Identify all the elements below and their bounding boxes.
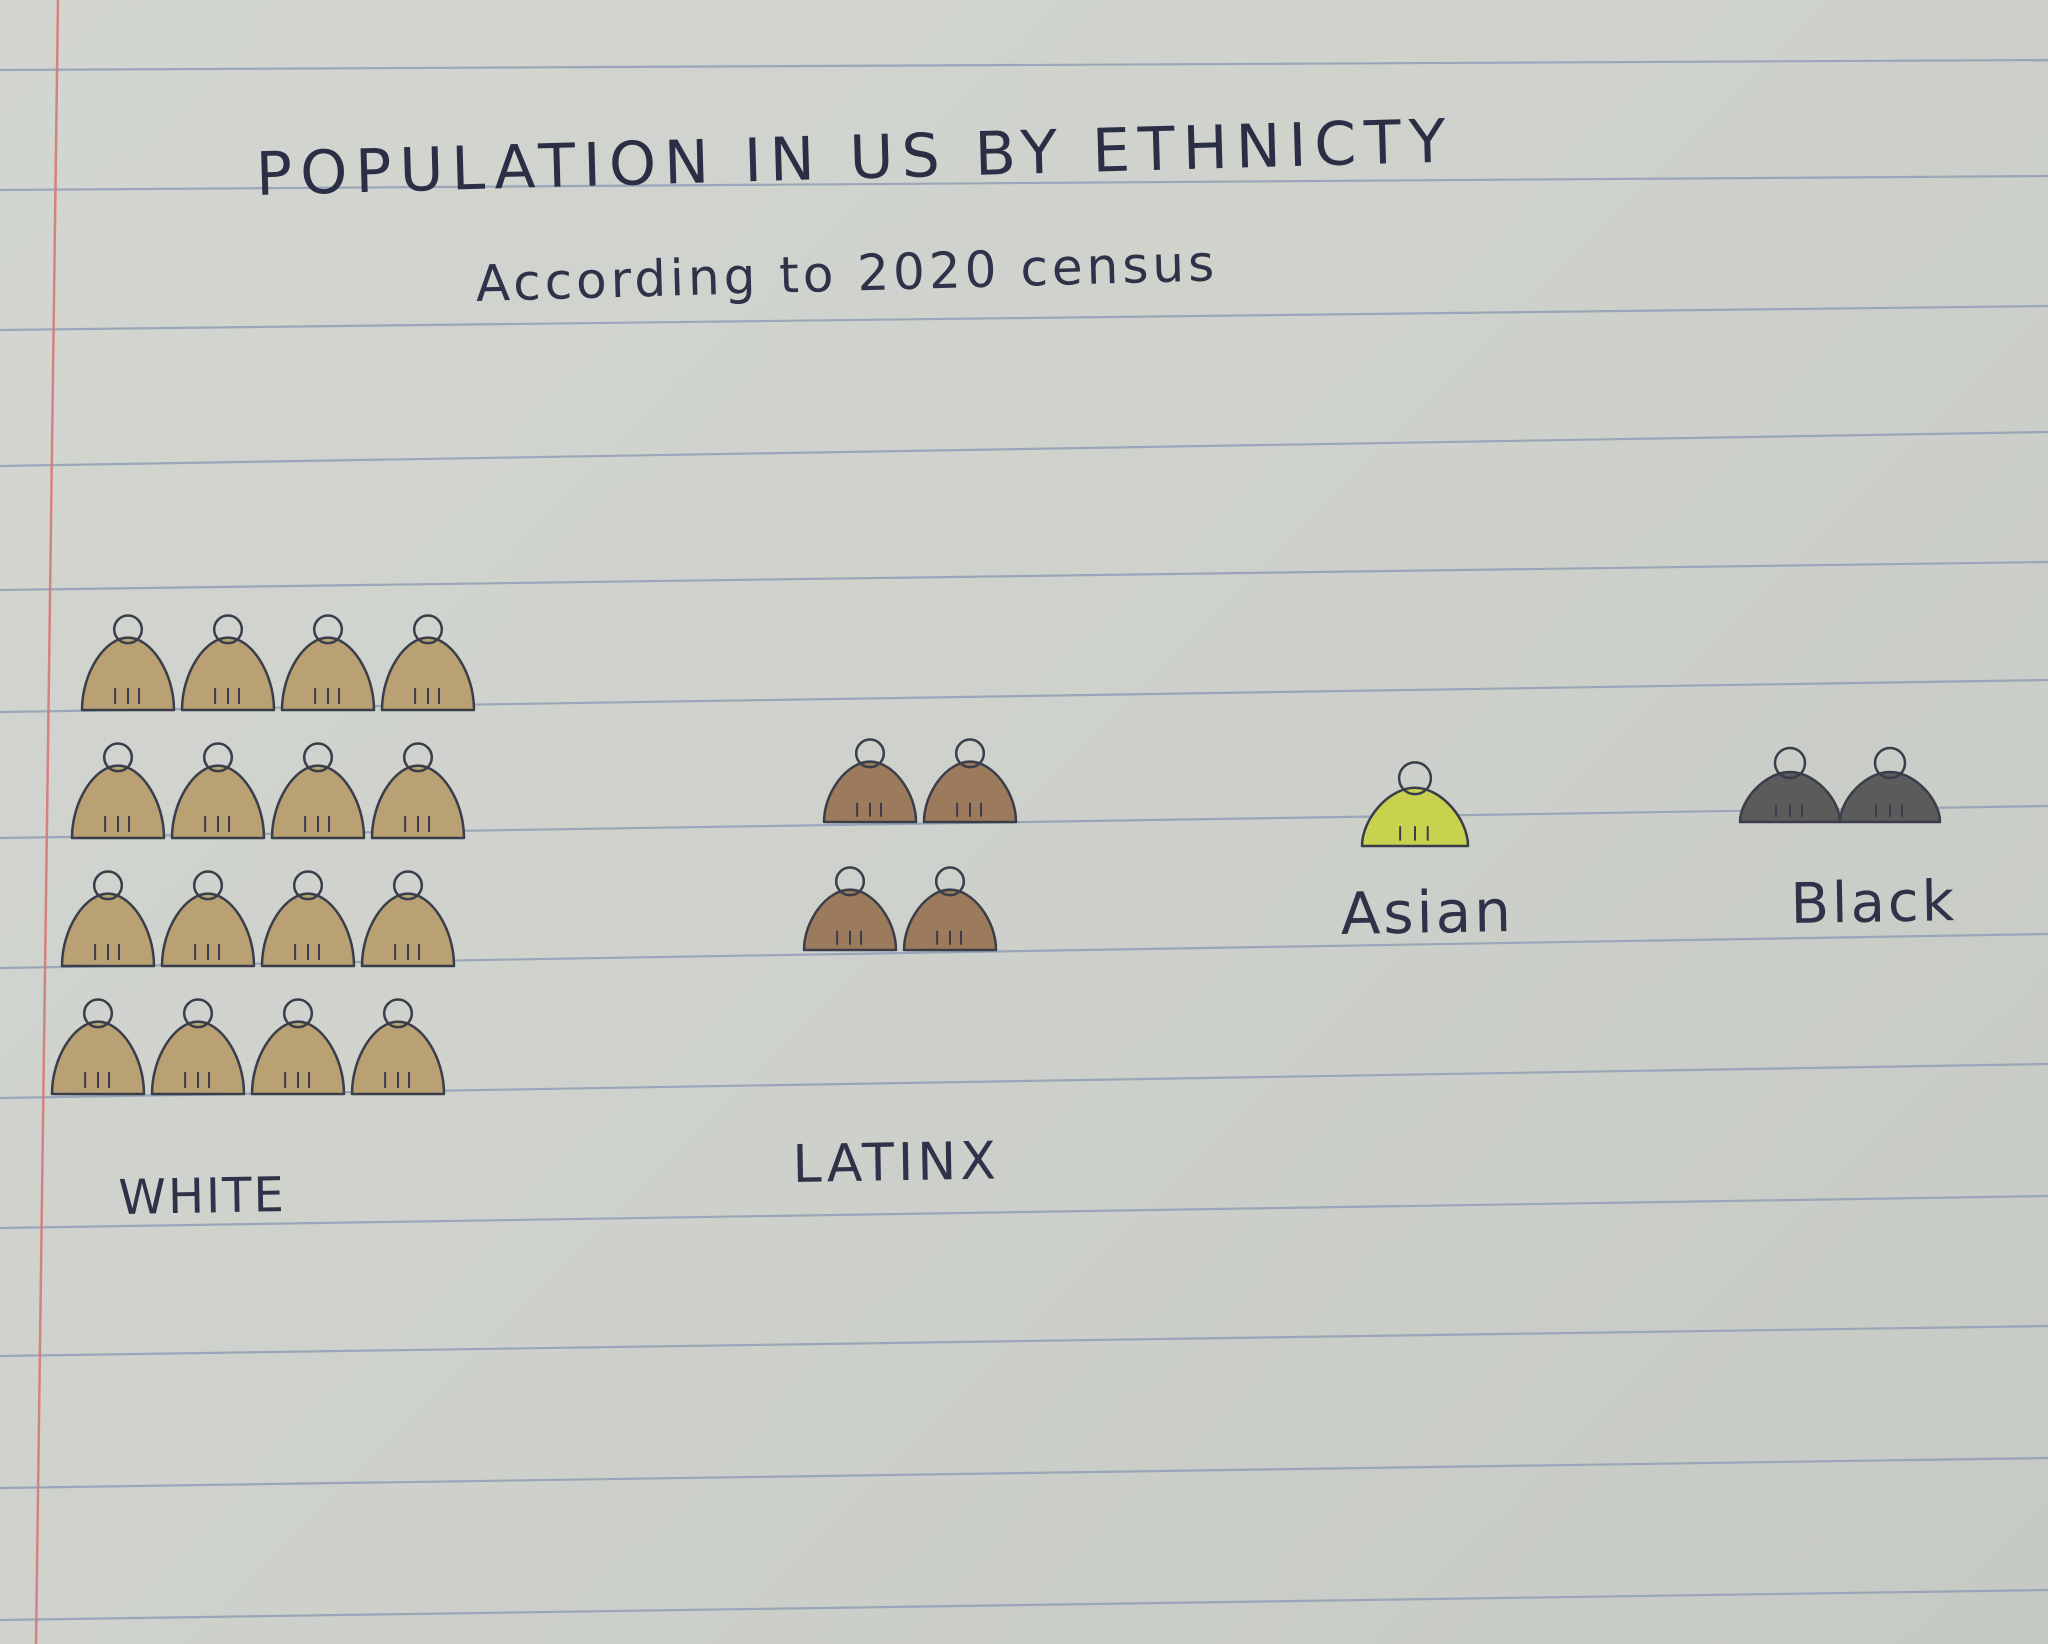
- person-icon: [50, 998, 146, 1096]
- person-icon: [802, 866, 898, 952]
- person-icon: [350, 998, 446, 1096]
- category-label-asian: Asian: [1340, 876, 1515, 948]
- person-icon: [60, 870, 156, 968]
- person-icon: [360, 870, 456, 968]
- person-icon: [1838, 746, 1942, 824]
- pictogram-group-asian: [1360, 761, 1470, 848]
- person-icon: [170, 742, 266, 840]
- person-icon: [280, 614, 376, 712]
- person-icon: [270, 742, 366, 840]
- person-icon: [260, 870, 356, 968]
- person-icon: [1360, 761, 1470, 848]
- person-icon: [902, 866, 998, 952]
- person-icon: [250, 998, 346, 1096]
- person-icon: [70, 742, 166, 840]
- person-icon: [380, 614, 476, 712]
- person-icon: [922, 738, 1018, 824]
- person-icon: [1738, 746, 1842, 824]
- category-label-white: WHITE: [118, 1167, 287, 1226]
- person-icon: [80, 614, 176, 712]
- pictogram-group-white: [50, 614, 476, 1096]
- category-label-black: Black: [1790, 869, 1958, 937]
- person-icon: [160, 870, 256, 968]
- person-icon: [150, 998, 246, 1096]
- pictogram-group-latinx: [802, 738, 1018, 952]
- person-icon: [180, 614, 276, 712]
- person-icon: [370, 742, 466, 840]
- category-label-latinx: LATINX: [792, 1131, 1001, 1195]
- pictogram-group-black: [1738, 746, 1942, 824]
- person-icon: [822, 738, 918, 824]
